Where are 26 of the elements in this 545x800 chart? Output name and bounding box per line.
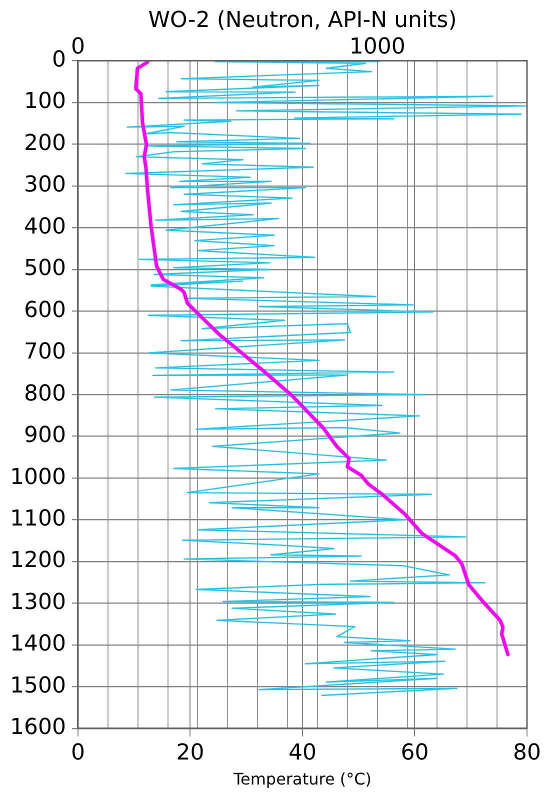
x2-tick-label: 0 [70,34,85,60]
y-tick-label: 1000 [10,464,66,490]
y-tick-label: 0 [52,48,66,73]
x-tick-label: 80 [513,740,542,766]
y-tick-label: 100 [24,89,66,114]
x2-tick-label: 1000 [349,34,406,60]
y-tick-label: 1100 [10,506,66,532]
y-tick-label: 1600 [10,715,66,740]
y-tick-label: 200 [24,130,66,156]
x-axis-title: Temperature (°C) [232,770,372,789]
y-tick-label: 800 [24,381,66,406]
y-tick-label: 1500 [10,673,66,698]
x-tick-label: 40 [288,740,316,766]
y-tick-label: 900 [24,423,66,448]
y-tick-label: 1300 [10,590,66,615]
y-tick-label: 1400 [10,632,66,657]
x2-axis-title: WO-2 (Neutron, API-N units) [148,8,457,33]
y-tick-label: 300 [24,172,66,198]
x-tick-label: 20 [176,740,204,766]
x-tick-label: 60 [400,740,429,766]
y-tick-label: 500 [24,256,66,282]
y-tick-label: 1200 [10,548,66,574]
y-tick-label: 700 [24,340,66,365]
y-tick-label: 600 [24,298,66,323]
x-tick-label: 0 [70,740,85,766]
y-tick-label: 400 [24,214,66,240]
